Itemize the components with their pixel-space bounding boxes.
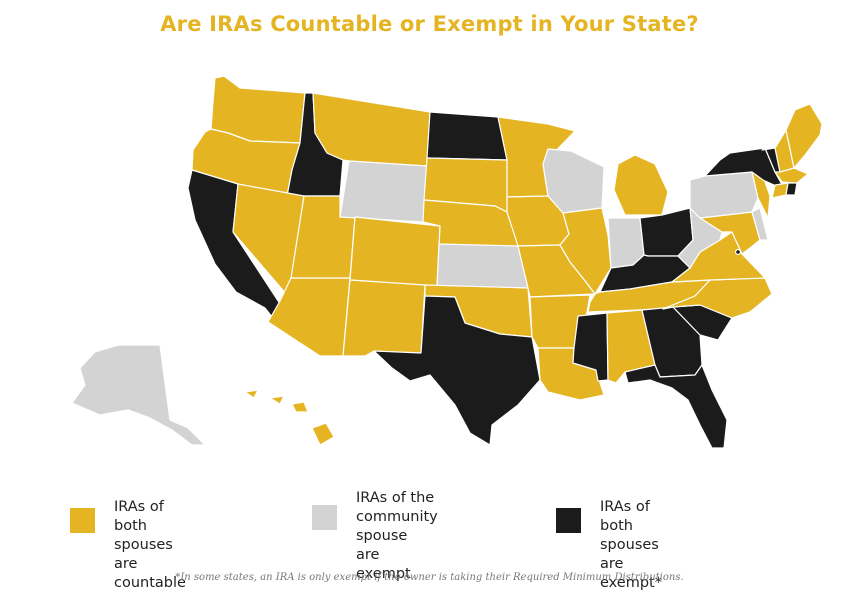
map-title: Are IRAs Countable or Exempt in Your Sta… [160,12,699,36]
legend-swatch-countable [70,508,95,533]
state-wyoming [339,160,428,223]
legend-swatch-community-exempt [312,505,337,530]
state-illinois [559,207,612,295]
us-state-map [71,75,823,449]
state-connecticut [771,182,789,199]
state-maine [785,103,823,169]
state-new-mexico [342,279,426,357]
state-colorado [349,216,441,287]
state-north-dakota [426,111,508,161]
state-wisconsin [542,148,605,214]
state-rhode-island [785,182,798,196]
state-michigan [613,154,669,216]
state-arizona [267,277,351,357]
state-north-carolina [662,277,773,319]
legend-label-exempt: IRAs of both spouses are exempt* [600,499,662,591]
state-delaware [751,207,769,241]
state-kansas [436,243,529,289]
state-pennsylvania [689,171,759,219]
state-florida [624,364,728,449]
legend-label-countable: IRAs of both spouses are countable [114,499,186,591]
state-alaska [71,344,206,446]
dc-marker [734,249,741,256]
state-hawaii [244,389,335,446]
footnote: *In some states, an IRA is only exempt i… [175,572,684,583]
state-montana [312,92,431,167]
legend-swatch-exempt [556,508,581,533]
legend-label-community-exempt: IRAs of the community spouse are exempt [356,490,438,582]
state-texas [373,295,541,446]
state-vermont [761,147,781,173]
